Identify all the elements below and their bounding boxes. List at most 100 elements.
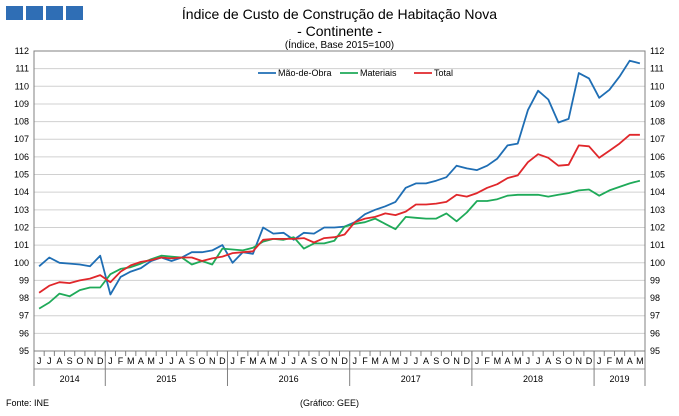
month-label: A xyxy=(382,356,388,366)
chart-base-note: (Índice, Base 2015=100) xyxy=(284,40,395,51)
month-label: J xyxy=(536,356,541,366)
y-tick-label-left: 102 xyxy=(14,222,29,232)
month-label: F xyxy=(362,356,368,366)
year-label: 2017 xyxy=(401,374,421,384)
month-label: A xyxy=(260,356,266,366)
series-line xyxy=(38,59,641,296)
month-label: M xyxy=(392,356,400,366)
month-label: F xyxy=(240,356,246,366)
y-tick-label-left: 111 xyxy=(15,64,29,74)
month-label: N xyxy=(453,356,460,366)
y-tick-label-right: 99 xyxy=(650,275,660,285)
month-label: A xyxy=(301,356,307,366)
y-tick-label-right: 104 xyxy=(650,187,665,197)
month-label: J xyxy=(281,356,286,366)
y-tick-label-right: 95 xyxy=(650,346,660,356)
credit-note: (Gráfico: GEE) xyxy=(300,398,360,408)
month-label: J xyxy=(353,356,358,366)
y-tick-label-left: 107 xyxy=(14,134,29,144)
month-label: F xyxy=(118,356,124,366)
y-tick-label-left: 109 xyxy=(14,99,29,109)
y-tick-label-right: 102 xyxy=(650,222,665,232)
y-tick-label-right: 112 xyxy=(650,46,664,56)
month-label: D xyxy=(219,356,226,366)
y-tick-label-left: 104 xyxy=(14,187,29,197)
logo-block-2 xyxy=(26,6,43,20)
y-tick-label-left: 99 xyxy=(19,275,29,285)
month-label: F xyxy=(484,356,490,366)
month-label: A xyxy=(138,356,144,366)
month-label: J xyxy=(37,356,42,366)
month-label: A xyxy=(505,356,511,366)
series-line xyxy=(38,179,641,310)
y-tick-label-right: 101 xyxy=(650,240,665,250)
year-label: 2015 xyxy=(156,374,176,384)
month-label: J xyxy=(414,356,419,366)
month-label: S xyxy=(311,356,317,366)
month-label: A xyxy=(423,356,429,366)
y-tick-label-left: 96 xyxy=(19,328,29,338)
month-label: D xyxy=(97,356,104,366)
month-label: A xyxy=(56,356,62,366)
month-label: M xyxy=(127,356,135,366)
month-label: J xyxy=(47,356,52,366)
y-tick-label-right: 103 xyxy=(650,205,665,215)
month-label: J xyxy=(291,356,296,366)
month-label: J xyxy=(169,356,174,366)
y-tick-label-left: 98 xyxy=(19,293,29,303)
month-label: A xyxy=(627,356,633,366)
year-label: 2018 xyxy=(523,374,543,384)
y-tick-label-left: 95 xyxy=(19,346,29,356)
month-label: A xyxy=(545,356,551,366)
source-note: Fonte: INE xyxy=(6,398,50,408)
y-tick-label-right: 100 xyxy=(650,258,665,268)
month-label: J xyxy=(230,356,235,366)
month-label: S xyxy=(189,356,195,366)
month-label: J xyxy=(403,356,408,366)
y-tick-label-left: 106 xyxy=(14,152,29,162)
month-label: J xyxy=(108,356,113,366)
month-label: J xyxy=(475,356,480,366)
y-tick-label-left: 101 xyxy=(14,240,29,250)
month-label: M xyxy=(636,356,644,366)
y-tick-label-right: 111 xyxy=(650,64,664,74)
month-label: O xyxy=(199,356,206,366)
month-label: O xyxy=(321,356,328,366)
year-label: 2014 xyxy=(60,374,80,384)
month-label: M xyxy=(616,356,624,366)
month-label: M xyxy=(147,356,155,366)
month-label: O xyxy=(443,356,450,366)
month-label: M xyxy=(249,356,257,366)
month-label: S xyxy=(555,356,561,366)
month-label: S xyxy=(67,356,73,366)
y-tick-label-left: 112 xyxy=(15,46,29,56)
y-tick-label-left: 100 xyxy=(14,258,29,268)
y-tick-label-right: 108 xyxy=(650,117,665,127)
month-label: J xyxy=(597,356,602,366)
y-tick-label-left: 105 xyxy=(14,170,29,180)
y-tick-label-right: 109 xyxy=(650,99,665,109)
month-label: A xyxy=(179,356,185,366)
legend-label: Mão-de-Obra xyxy=(278,68,332,78)
legend-label: Total xyxy=(434,68,453,78)
y-tick-label-right: 98 xyxy=(650,293,660,303)
month-label: N xyxy=(576,356,583,366)
month-label: M xyxy=(270,356,278,366)
year-label: 2016 xyxy=(279,374,299,384)
month-label: F xyxy=(607,356,613,366)
y-tick-label-left: 103 xyxy=(14,205,29,215)
legend-label: Materiais xyxy=(360,68,397,78)
y-tick-label-right: 110 xyxy=(650,81,664,91)
month-label: N xyxy=(209,356,216,366)
month-label: D xyxy=(586,356,593,366)
month-label: O xyxy=(76,356,83,366)
month-label: M xyxy=(514,356,522,366)
logo-block-3 xyxy=(46,6,63,20)
month-label: J xyxy=(526,356,531,366)
y-tick-label-right: 106 xyxy=(650,152,665,162)
month-label: D xyxy=(341,356,348,366)
y-tick-label-left: 110 xyxy=(15,81,29,91)
y-tick-label-right: 107 xyxy=(650,134,665,144)
series-line xyxy=(38,133,640,294)
